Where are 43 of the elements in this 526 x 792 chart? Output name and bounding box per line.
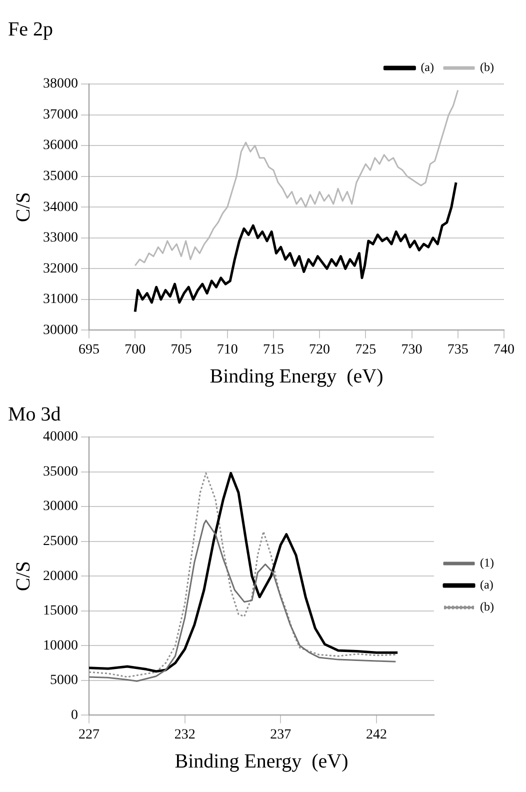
- y-tick-label: 38000: [43, 76, 78, 92]
- y-tick-label: 25000: [43, 534, 78, 549]
- y-tick-label: 35000: [43, 464, 78, 480]
- y-tick-label: 15000: [43, 604, 78, 619]
- y-tick-label: 33000: [43, 230, 78, 246]
- y-tick-label: 30000: [43, 322, 78, 338]
- x-tick-label: 700: [124, 342, 146, 358]
- y-tick-label: 20000: [43, 568, 78, 584]
- y-tick-label: 32000: [43, 261, 78, 276]
- y-tick-label: 0: [71, 708, 78, 723]
- x-tick-label: 237: [270, 727, 292, 742]
- x-tick-label: 695: [78, 342, 100, 358]
- y-tick-label: 36000: [43, 138, 78, 154]
- y-tick-label: 30000: [43, 499, 78, 514]
- x-tick-label: 720: [309, 342, 330, 358]
- y-axis-title: C/S: [12, 192, 34, 222]
- x-tick-label: 705: [170, 342, 192, 358]
- y-tick-label: 34000: [43, 200, 78, 215]
- y-tick-label: 40000: [43, 430, 78, 445]
- legend-label: (b): [480, 600, 494, 614]
- y-tick-label: 5000: [50, 673, 78, 688]
- y-tick-label: 10000: [43, 638, 78, 654]
- y-tick-label: 35000: [43, 168, 78, 184]
- x-tick-label: 242: [366, 727, 388, 742]
- legend-label: (a): [420, 60, 434, 74]
- x-tick-label: 740: [494, 342, 514, 358]
- y-tick-label: 31000: [43, 292, 78, 308]
- legend-label: (b): [480, 60, 494, 74]
- chart-title: Mo 3d: [8, 403, 61, 426]
- y-axis-title: C/S: [12, 561, 34, 592]
- x-tick-label: 232: [174, 727, 196, 742]
- chart-title: Fe 2p: [8, 18, 53, 40]
- y-tick-label: 37000: [43, 107, 78, 122]
- x-tick-label: 710: [216, 342, 238, 358]
- legend-label: (1): [480, 556, 494, 570]
- x-tick-label: 227: [78, 727, 100, 742]
- x-tick-label: 715: [262, 342, 284, 358]
- x-tick-label: 735: [447, 342, 468, 358]
- x-tick-label: 725: [355, 342, 376, 358]
- x-tick-label: 730: [401, 342, 422, 358]
- x-axis-title: Binding Energy (eV): [210, 365, 384, 388]
- legend-label: (a): [480, 578, 494, 592]
- x-axis-title: Binding Energy (eV): [174, 750, 348, 772]
